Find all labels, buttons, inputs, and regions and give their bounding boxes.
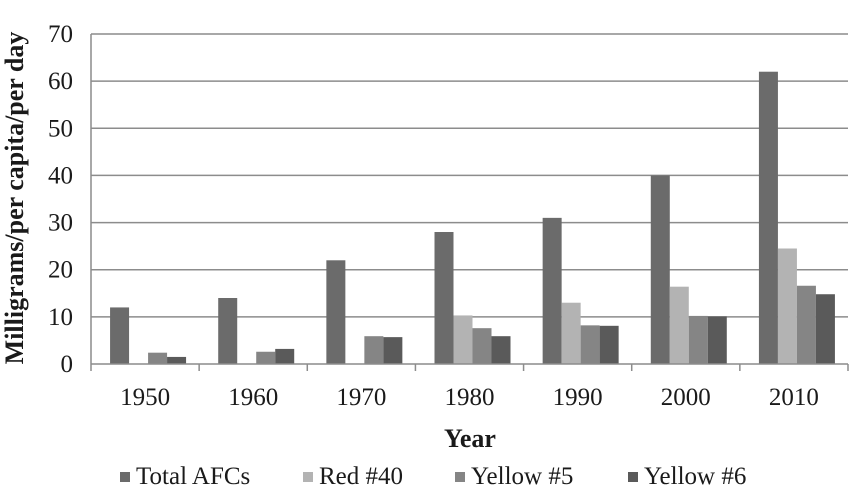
bar-yellow-5-1950 — [148, 352, 168, 364]
bar-yellow-6-1950 — [167, 356, 187, 364]
legend-label: Yellow #5 — [471, 463, 573, 490]
bar-total-afcs-2000 — [650, 175, 670, 364]
y-tick-label: 70 — [48, 21, 73, 48]
y-axis-title: Milligrams/per capita/per day — [0, 32, 29, 365]
x-tick-label: 2010 — [769, 384, 819, 411]
legend-label: Red #40 — [319, 463, 403, 490]
bar-yellow-5-1960 — [256, 351, 276, 364]
y-tick-label: 0 — [61, 351, 74, 378]
bar-yellow-6-1980 — [491, 336, 511, 364]
y-tick-label: 20 — [48, 257, 73, 284]
bar-yellow-5-1980 — [472, 328, 492, 364]
legend-label: Total AFCs — [136, 463, 250, 490]
bar-total-afcs-2010 — [758, 71, 778, 364]
bar-red-40-1980 — [453, 315, 473, 364]
bar-yellow-6-1960 — [275, 348, 295, 364]
bar-total-afcs-1960 — [218, 298, 238, 364]
x-tick-label: 1980 — [445, 384, 495, 411]
x-axis-title: Year — [444, 424, 496, 453]
y-tick-label: 50 — [48, 115, 73, 142]
bar-yellow-6-1990 — [599, 325, 619, 364]
bar-yellow-6-2000 — [707, 316, 727, 364]
bar-total-afcs-1980 — [434, 232, 454, 364]
legend-label: Yellow #6 — [644, 463, 746, 490]
bar-total-afcs-1950 — [110, 307, 130, 364]
bar-yellow-6-1970 — [383, 337, 403, 364]
bar-red-40-2000 — [669, 286, 689, 364]
legend-swatch — [120, 472, 130, 482]
bar-yellow-5-1970 — [364, 336, 384, 364]
legend-swatch — [455, 472, 465, 482]
bar-total-afcs-1970 — [326, 260, 346, 364]
x-tick-label: 1990 — [553, 384, 603, 411]
x-tick-label: 2000 — [661, 384, 711, 411]
legend: Total AFCs Red #40 Yellow #5 Yellow #6 — [120, 463, 746, 490]
bar-yellow-5-2000 — [688, 315, 708, 364]
axes — [90, 34, 849, 371]
y-tick-label: 30 — [48, 210, 73, 237]
x-tick-labels: 1950 1960 1970 1980 1990 2000 2010 — [120, 384, 819, 411]
bar-red-40-1990 — [561, 302, 581, 364]
bar-yellow-5-1990 — [580, 325, 600, 364]
legend-swatch — [628, 472, 638, 482]
bar-yellow-5-2010 — [796, 285, 816, 364]
y-tick-label: 40 — [48, 162, 73, 189]
y-tick-labels: 0 10 20 30 40 50 60 70 — [48, 21, 73, 378]
x-tick-label: 1970 — [336, 384, 386, 411]
bars — [110, 71, 835, 364]
y-tick-label: 10 — [48, 304, 73, 331]
bar-total-afcs-1990 — [542, 217, 562, 364]
legend-swatch — [303, 472, 313, 482]
bar-red-40-2010 — [777, 248, 797, 364]
gridlines — [91, 33, 848, 318]
x-tick-label: 1950 — [120, 384, 170, 411]
y-tick-label: 60 — [48, 68, 73, 95]
bar-yellow-6-2010 — [815, 294, 835, 364]
x-tick-label: 1960 — [228, 384, 278, 411]
